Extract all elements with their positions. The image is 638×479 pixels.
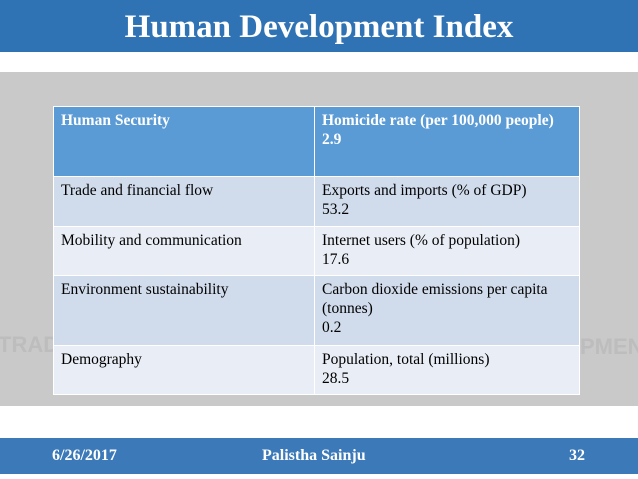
table-row: Trade and financial flow Exports and imp… [53, 176, 580, 227]
indicator-value: 17.6 [322, 251, 350, 268]
footer-author: Palistha Sainju [262, 447, 366, 464]
row-indicator: Carbon dioxide emissions per capita (ton… [314, 275, 580, 346]
indicator-label: Exports and imports (% of GDP) [322, 182, 527, 199]
row-indicator: Exports and imports (% of GDP) 53.2 [314, 176, 580, 227]
header-value: 2.9 [322, 131, 342, 148]
indicator-label: Population, total (millions) [322, 351, 490, 368]
hdi-table: Human Security Homicide rate (per 100,00… [53, 106, 580, 395]
footer-page-number: 32 [569, 447, 585, 464]
header-label: Homicide rate (per 100,000 people) [322, 112, 554, 129]
slide-title: Human Development Index [0, 0, 638, 52]
indicator-label: Carbon dioxide emissions per capita (ton… [322, 281, 548, 317]
watermark-right: PMENT [580, 334, 638, 359]
row-category: Environment sustainability [53, 275, 315, 346]
header-cell-left: Human Security [53, 106, 315, 177]
indicator-value: 0.2 [322, 319, 342, 336]
watermark-left: TRAD [0, 332, 60, 357]
table-row: Environment sustainability Carbon dioxid… [53, 275, 580, 346]
indicator-value: 28.5 [322, 370, 350, 387]
table-header-row: Human Security Homicide rate (per 100,00… [53, 106, 580, 177]
row-category: Mobility and communication [53, 226, 315, 276]
row-indicator: Population, total (millions) 28.5 [314, 345, 580, 395]
header-cell-right: Homicide rate (per 100,000 people) 2.9 [314, 106, 580, 177]
indicator-label: Internet users (% of population) [322, 232, 520, 249]
footer-date: 6/26/2017 [52, 447, 117, 464]
table-row: Demography Population, total (millions) 2… [53, 345, 580, 395]
row-indicator: Internet users (% of population) 17.6 [314, 226, 580, 276]
indicator-value: 53.2 [322, 201, 350, 218]
row-category: Trade and financial flow [53, 176, 315, 227]
slide-footer: 6/26/2017 Palistha Sainju 32 [0, 438, 638, 474]
table-row: Mobility and communication Internet user… [53, 226, 580, 276]
row-category: Demography [53, 345, 315, 395]
